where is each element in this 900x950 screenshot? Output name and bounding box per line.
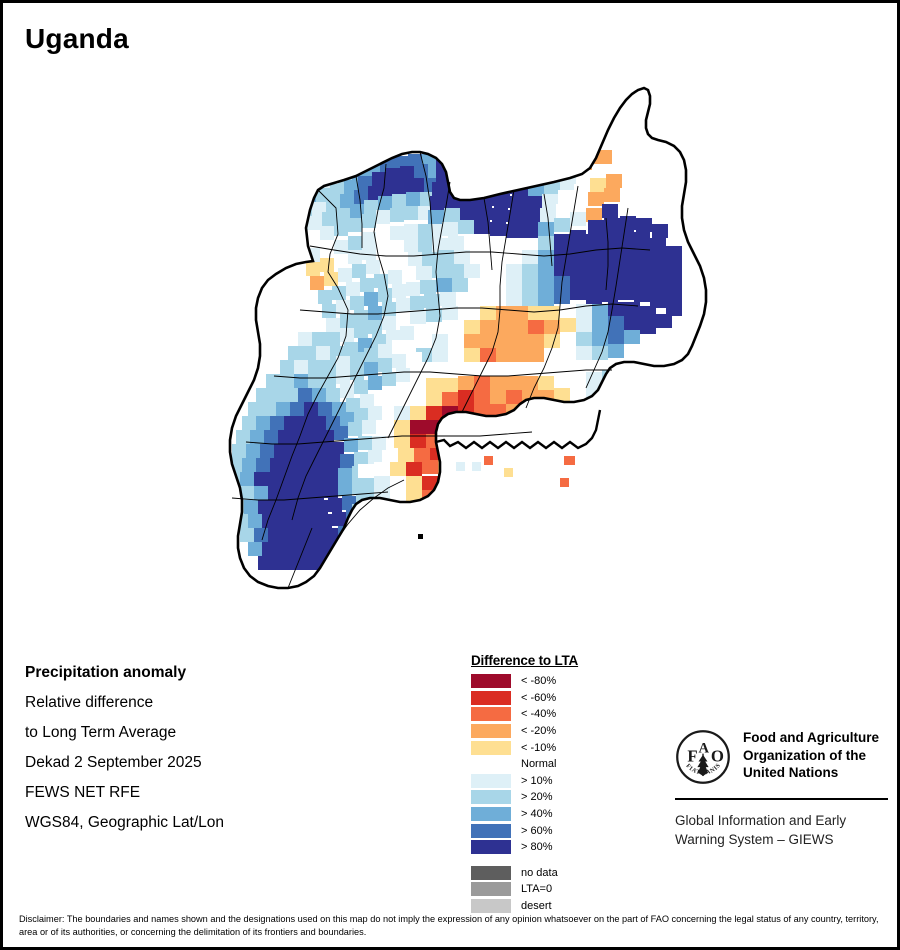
fao-divider xyxy=(675,798,888,800)
legend-label: < -40% xyxy=(521,708,557,721)
disclaimer-text: Disclaimer: The boundaries and names sho… xyxy=(19,914,879,937)
legend-item-desert: desert xyxy=(471,898,661,915)
map-legend: Difference to LTA < -80% < -60% < -40% <… xyxy=(471,653,661,914)
svg-text:O: O xyxy=(711,746,724,765)
legend-item-lta-zero: LTA=0 xyxy=(471,881,661,898)
giews-system-name: Global Information and Early Warning Sys… xyxy=(675,811,890,849)
legend-label: desert xyxy=(521,900,552,913)
legend-label: > 80% xyxy=(521,841,553,854)
uganda-national-boundary xyxy=(228,86,708,590)
legend-item: < -80% xyxy=(471,673,661,690)
desc-line-1: Precipitation anomaly xyxy=(25,664,187,681)
desc-line-5: FEWS NET RFE xyxy=(25,784,141,801)
legend-swatch xyxy=(471,823,511,838)
precipitation-anomaly-map xyxy=(188,58,748,628)
legend-swatch xyxy=(471,790,511,805)
svg-text:A: A xyxy=(699,741,710,757)
legend-title: Difference to LTA xyxy=(471,653,579,668)
legend-label: > 40% xyxy=(521,808,553,821)
legend-item: > 10% xyxy=(471,773,661,790)
legend-label: < -10% xyxy=(521,741,557,754)
legend-swatch xyxy=(471,724,511,739)
page-title: Uganda xyxy=(25,23,129,54)
legend-item: > 40% xyxy=(471,806,661,823)
legend-label: > 20% xyxy=(521,791,553,804)
legend-item: > 20% xyxy=(471,789,661,806)
legend-label: > 60% xyxy=(521,824,553,837)
legend-swatch xyxy=(471,899,511,914)
fao-org-line-2: Organization of the xyxy=(743,747,866,763)
legend-item-nodata: no data xyxy=(471,865,661,882)
legend-item: < -20% xyxy=(471,723,661,740)
legend-swatch xyxy=(471,840,511,855)
fao-org-line-3: United Nations xyxy=(743,765,839,780)
legend-item: < -60% xyxy=(471,690,661,707)
legend-swatch xyxy=(471,807,511,822)
legend-label: no data xyxy=(521,866,558,879)
legend-swatch xyxy=(471,707,511,722)
giews-line-1: Global Information and Early xyxy=(675,813,847,828)
map-description: Precipitation anomaly Relative differenc… xyxy=(25,658,325,838)
desc-line-3: to Long Term Average xyxy=(25,724,177,741)
legend-label: < -80% xyxy=(521,675,557,688)
legend-label: < -60% xyxy=(521,691,557,704)
fao-logo-icon: F A O FIAT PANIS xyxy=(676,730,730,784)
desc-line-2: Relative difference xyxy=(25,694,154,711)
legend-item: < -40% xyxy=(471,706,661,723)
lake-islands xyxy=(418,456,575,539)
legend-swatch xyxy=(471,865,511,880)
legend-spacer xyxy=(471,856,661,865)
legend-label: Normal xyxy=(521,758,557,771)
legend-item: < -10% xyxy=(471,739,661,756)
giews-line-2: Warning System – GIEWS xyxy=(675,832,834,847)
legend-item: > 60% xyxy=(471,822,661,839)
district-boundaries xyxy=(231,151,651,589)
legend-item-normal: Normal xyxy=(471,756,661,773)
fao-branding: F A O FIAT PANIS Food and Agriculture Or… xyxy=(675,729,890,849)
legend-label: LTA=0 xyxy=(521,883,553,896)
lake-victoria-shoreline xyxy=(435,409,602,450)
legend-swatch-normal xyxy=(471,757,511,771)
legend-label: > 10% xyxy=(521,774,553,787)
fao-header: F A O FIAT PANIS Food and Agriculture Or… xyxy=(675,729,890,785)
fao-org-line-1: Food and Agriculture xyxy=(743,730,879,745)
legend-swatch xyxy=(471,882,511,897)
legend-label: < -20% xyxy=(521,725,557,738)
desc-line-4: Dekad 2 September 2025 xyxy=(25,754,202,771)
legend-swatch xyxy=(471,773,511,788)
svg-text:F: F xyxy=(687,746,697,765)
desc-line-6: WGS84, Geographic Lat/Lon xyxy=(25,814,225,831)
legend-swatch xyxy=(471,740,511,755)
map-svg xyxy=(188,58,748,628)
fao-organization-name: Food and Agriculture Organization of the… xyxy=(743,729,879,782)
legend-item: > 80% xyxy=(471,839,661,856)
legend-swatch xyxy=(471,690,511,705)
legend-swatch xyxy=(471,674,511,689)
